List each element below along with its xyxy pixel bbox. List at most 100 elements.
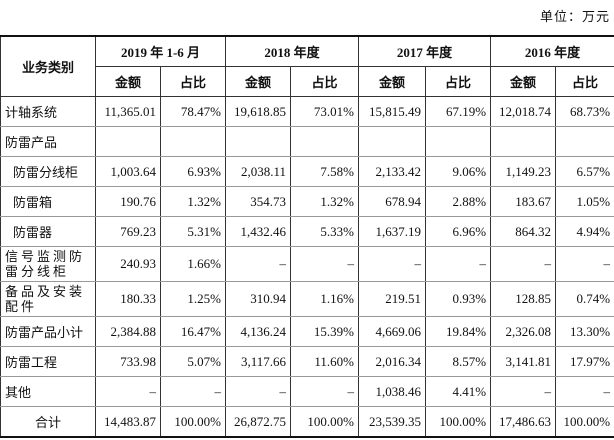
- cell: [490, 126, 557, 157]
- table-row: 防雷器 769.23 5.31% 1,432.46 5.33% 1,637.19 6.96%…: [0, 216, 614, 247]
- cell: 678.94: [358, 186, 427, 217]
- sub-header: 金额: [490, 66, 557, 97]
- cell: 8.57%: [425, 346, 492, 377]
- cell: 100.00%: [555, 406, 614, 438]
- cell: –: [555, 376, 614, 407]
- table-row: 防雷产品: [0, 126, 614, 157]
- row-label: 计轴系统: [0, 96, 96, 127]
- cell: 240.93: [95, 246, 161, 282]
- table-row: 防雷产品小计 2,384.88 16.47% 4,136.24 15.39% 4,669.…: [0, 316, 614, 347]
- cell: 6.96%: [425, 216, 492, 247]
- row-label: 防雷器: [0, 216, 96, 247]
- cell: 100.00%: [289, 406, 360, 438]
- cell: 2,038.11: [225, 156, 291, 187]
- cell: [425, 126, 492, 157]
- cell: 68.73%: [555, 96, 614, 127]
- cell: –: [225, 376, 291, 407]
- cell: 17,486.63: [490, 406, 557, 438]
- cell: 100.00%: [425, 406, 492, 438]
- cell: –: [358, 246, 427, 282]
- cell: [95, 126, 161, 157]
- cell: 19,618.85: [225, 96, 291, 127]
- cell: 1.05%: [555, 186, 614, 217]
- cell: 2,384.88: [95, 316, 161, 347]
- cell: 1.32%: [289, 186, 360, 217]
- cell: [289, 126, 360, 157]
- row-label: 防雷产品小计: [0, 316, 96, 347]
- cell: 14,483.87: [95, 406, 161, 438]
- cell: –: [160, 376, 226, 407]
- cell: [225, 126, 291, 157]
- cell: 354.73: [225, 186, 291, 217]
- cell: 2,133.42: [358, 156, 427, 187]
- cell: 3,117.66: [225, 346, 291, 377]
- cell: 1,432.46: [225, 216, 291, 247]
- cell: 733.98: [95, 346, 161, 377]
- cell: 5.07%: [160, 346, 226, 377]
- cell: 4.94%: [555, 216, 614, 247]
- cell: 2,016.34: [358, 346, 427, 377]
- row-label: 信号监测防雷分线柜: [0, 246, 96, 282]
- cell: 15.39%: [289, 316, 360, 347]
- cell: 6.57%: [555, 156, 614, 187]
- cell: –: [95, 376, 161, 407]
- cell: 11.60%: [289, 346, 360, 377]
- cell: 310.94: [225, 281, 291, 317]
- cell: 0.74%: [555, 281, 614, 317]
- unit-note: 单位：万元: [539, 9, 610, 24]
- cell: 1,149.23: [490, 156, 557, 187]
- cell: –: [425, 246, 492, 282]
- cell: 67.19%: [425, 96, 492, 127]
- table-row: 防雷箱 190.76 1.32% 354.73 1.32% 678.94 2.88% 183.…: [0, 186, 614, 217]
- cell: 78.47%: [160, 96, 226, 127]
- cell: 6.93%: [160, 156, 226, 187]
- cell: 1.25%: [160, 281, 226, 317]
- cell: 2,326.08: [490, 316, 557, 347]
- cell: 1.66%: [160, 246, 226, 282]
- cell: 180.33: [95, 281, 161, 317]
- cell: 5.33%: [289, 216, 360, 247]
- cell: 9.06%: [425, 156, 492, 187]
- cell: 4,136.24: [225, 316, 291, 347]
- sub-header: 占比: [425, 66, 492, 97]
- cell: –: [490, 246, 557, 282]
- cell: 15,815.49: [358, 96, 427, 127]
- cell: 1.32%: [160, 186, 226, 217]
- row-label: 防雷工程: [0, 346, 96, 377]
- row-label: 防雷产品: [0, 126, 96, 157]
- sub-header: 金额: [225, 66, 291, 97]
- cell: –: [555, 246, 614, 282]
- table-row: 信号监测防雷分线柜 240.93 1.66% – – – – – –: [0, 246, 614, 282]
- cell: 1.16%: [289, 281, 360, 317]
- row-label: 合计: [0, 406, 96, 438]
- table-row: 计轴系统 11,365.01 78.47% 19,618.85 73.01% 15,815…: [0, 96, 614, 127]
- cell: 128.85: [490, 281, 557, 317]
- sub-header: 占比: [160, 66, 226, 97]
- table-row: 备品及安装配件 180.33 1.25% 310.94 1.16% 219.51 0.93%…: [0, 281, 614, 317]
- cell: 2.88%: [425, 186, 492, 217]
- cell: 100.00%: [160, 406, 226, 438]
- cell: –: [289, 376, 360, 407]
- year-header: 2019 年 1-6 月: [95, 35, 226, 67]
- cell: 26,872.75: [225, 406, 291, 438]
- cell: 1,003.64: [95, 156, 161, 187]
- cell: 864.32: [490, 216, 557, 247]
- cell: 4.41%: [425, 376, 492, 407]
- row-label: 防雷箱: [0, 186, 96, 217]
- data-table: 业务类别 2019 年 1-6 月 2018 年度 2017 年度 2016 年度 金额…: [0, 35, 614, 438]
- cell: 12,018.74: [490, 96, 557, 127]
- cell: 1,038.46: [358, 376, 427, 407]
- cell: 5.31%: [160, 216, 226, 247]
- table-row: 合计 14,483.87 100.00% 26,872.75 100.00% 23,539…: [0, 406, 614, 438]
- table-row: 其他 – – – –1,038.46 4.41% – –: [0, 376, 614, 407]
- cell: [160, 126, 226, 157]
- header-cell: 业务类别: [0, 35, 96, 97]
- table-row: 防雷工程 733.98 5.07% 3,117.66 11.60% 2,016.34 8.5…: [0, 346, 614, 377]
- cell: –: [289, 246, 360, 282]
- table-row: 防雷分线柜 1,003.64 6.93% 2,038.11 7.58% 2,133.42 9…: [0, 156, 614, 187]
- cell: 7.58%: [289, 156, 360, 187]
- sub-header: 占比: [289, 66, 360, 97]
- cell: [555, 126, 614, 157]
- cell: 0.93%: [425, 281, 492, 317]
